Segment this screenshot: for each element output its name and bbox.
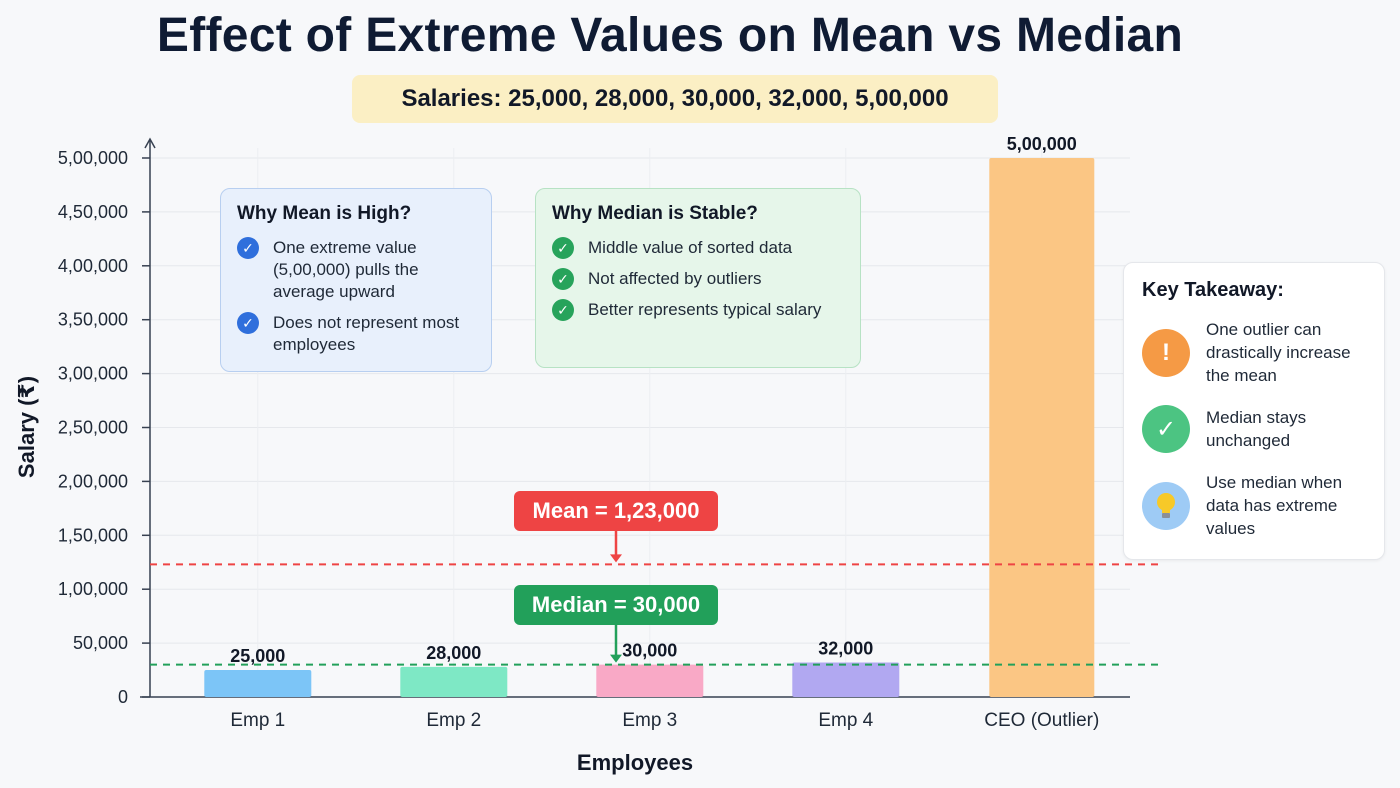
mean-pointer-head	[610, 554, 622, 563]
why-median-heading: Why Median is Stable?	[552, 203, 758, 224]
list-item: ✓ Better represents typical salary	[552, 299, 844, 321]
list-item: ✓ One extreme value (5,00,000) pulls the …	[237, 237, 475, 303]
lightbulb-icon	[1142, 481, 1190, 530]
why-mean-high-box: Why Mean is High? ✓ One extreme value (5,…	[220, 188, 492, 372]
check-icon: ✓	[237, 237, 259, 259]
takeaway-text-2: Median stays unchanged	[1206, 408, 1307, 450]
bar	[400, 666, 508, 697]
y-tick-label: 5,00,000	[58, 148, 128, 168]
median-label: Median = 30,000	[514, 585, 718, 625]
x-tick-label: Emp 2	[426, 710, 481, 731]
bar	[989, 158, 1095, 697]
takeaway-item: Use median when data has extreme values	[1142, 471, 1366, 540]
y-tick-label: 1,50,000	[58, 525, 128, 545]
check-icon: ✓	[552, 299, 574, 321]
median-reason-3: Better represents typical salary	[588, 300, 822, 319]
y-tick-label: 3,00,000	[58, 364, 128, 384]
check-icon: ✓	[1142, 405, 1190, 453]
bars	[204, 158, 1095, 697]
takeaway-item: ! One outlier can drastically increase t…	[1142, 318, 1366, 387]
check-icon: ✓	[552, 268, 574, 290]
takeaway-text-3: Use median when data has extreme values	[1206, 473, 1343, 538]
why-median-stable-box: Why Median is Stable? ✓ Middle value of s…	[535, 188, 861, 368]
bar-value-label: 30,000	[622, 641, 677, 661]
x-tick-label: Emp 4	[818, 710, 873, 731]
labels: 25,000 Emp 1 28,000 Emp 2 30,000 Emp 3 32,000 E…	[230, 134, 1099, 731]
key-takeaway-panel: Key Takeaway: ! One outlier can drastica…	[1123, 262, 1385, 560]
y-tick-label: 1,00,000	[58, 579, 128, 599]
y-tick-label: 4,00,000	[58, 256, 128, 276]
median-pointer-head	[610, 654, 622, 663]
check-icon: ✓	[552, 237, 574, 259]
list-item: ✓ Middle value of sorted data	[552, 237, 844, 259]
y-axis-arrow	[144, 137, 156, 149]
reference-lines	[150, 531, 1160, 666]
y-tick-label: 0	[118, 687, 128, 707]
exclamation-icon: !	[1142, 328, 1190, 377]
list-item: ✓ Not affected by outliers	[552, 268, 844, 290]
mean-reason-2: Does not represent most employees	[273, 313, 460, 354]
y-tick-label: 50,000	[73, 633, 128, 653]
lightbulb-glyph	[1157, 492, 1175, 518]
x-axis-title: Employees	[577, 750, 693, 775]
bar-value-label: 5,00,000	[1007, 134, 1077, 154]
y-tick-label: 2,50,000	[58, 418, 128, 438]
bar	[204, 670, 312, 697]
median-reason-2: Not affected by outliers	[588, 269, 762, 288]
axes: 0 50,000 1,00,000 1,50,000 2,00,000 2,50,000 3…	[14, 137, 1130, 775]
x-tick-label: CEO (Outlier)	[984, 710, 1099, 731]
chart-title: Effect of Extreme Values on Mean vs Medi…	[156, 9, 1184, 62]
bar-value-label: 32,000	[818, 639, 873, 659]
y-tick-label: 3,50,000	[58, 310, 128, 330]
mean-reason-1: One extreme value (5,00,000) pulls the a…	[273, 238, 419, 301]
list-item: ✓ Does not represent most employees	[237, 312, 475, 356]
bar-value-label: 25,000	[230, 646, 285, 666]
mean-label: Mean = 1,23,000	[514, 491, 718, 531]
median-reason-1: Middle value of sorted data	[588, 238, 793, 257]
bar	[792, 662, 900, 697]
check-icon: ✓	[237, 312, 259, 334]
takeaway-item: ✓ Median stays unchanged	[1142, 405, 1366, 453]
x-tick-label: Emp 1	[230, 710, 285, 731]
takeaway-heading: Key Takeaway:	[1142, 279, 1284, 301]
why-mean-heading: Why Mean is High?	[237, 203, 412, 224]
bar	[596, 664, 704, 697]
salaries-banner: Salaries: 25,000, 28,000, 30,000, 32,000…	[352, 75, 998, 123]
x-tick-label: Emp 3	[622, 710, 677, 731]
y-tick-label: 4,50,000	[58, 202, 128, 222]
y-tick-label: 2,00,000	[58, 471, 128, 491]
bar-value-label: 28,000	[426, 643, 481, 663]
takeaway-text-1: One outlier can drastically increase the…	[1206, 320, 1351, 385]
y-axis-title: Salary (₹)	[14, 376, 39, 478]
